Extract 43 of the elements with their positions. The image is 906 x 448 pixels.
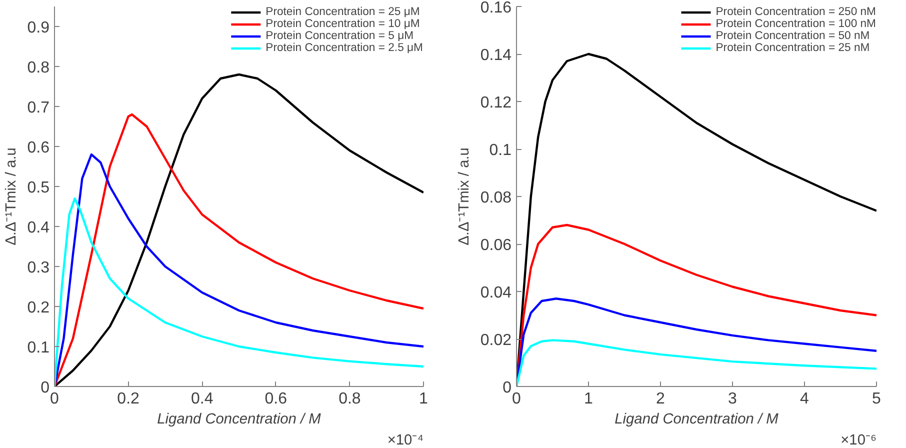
y-axis-title: Δ.Δ⁻¹Tmix / a.u <box>3 148 20 246</box>
y-tick-label: 0.4 <box>27 220 50 236</box>
text: ×10⁻⁴ <box>387 432 424 448</box>
x-tick-label: 0.2 <box>117 390 140 408</box>
y-tick-label: 0.2 <box>27 300 50 316</box>
x-tick-label: 0.6 <box>264 390 288 408</box>
y-tick-label: 0 <box>40 380 50 396</box>
legend-label: Protein Concentration = 250 nM <box>716 6 876 18</box>
legend-label: Protein Concentration = 5 μM <box>266 30 414 42</box>
x-tick-label: 3 <box>728 390 738 408</box>
y-tick-label: 0.12 <box>480 94 512 112</box>
y-tick-label: 0.9 <box>27 20 50 36</box>
text: ×10⁻⁶ <box>840 432 877 448</box>
legend-label: Protein Concentration = 100 nM <box>716 18 876 30</box>
y-tick-label: 0.8 <box>27 60 50 76</box>
x-axis-title: Ligand Concentration / M <box>157 412 322 428</box>
x-tick-label: 1 <box>419 390 428 408</box>
x-tick-label: 1 <box>584 390 594 408</box>
y-axis-title: Δ.Δ⁻¹Tmix / a.u <box>456 148 472 246</box>
y-tick-label: 0.3 <box>27 260 50 276</box>
x-tick-label: 2 <box>656 390 666 408</box>
x-tick-label: 0.4 <box>190 390 214 408</box>
y-tick-label: 0.7 <box>27 100 50 116</box>
y-tick-label: 0.04 <box>480 284 512 302</box>
y-tick-label: 0 <box>502 380 512 396</box>
legend-label: Protein Concentration = 25 nM <box>716 42 870 54</box>
y-tick-label: 0.06 <box>480 237 512 254</box>
y-tick-label: 0.16 <box>480 0 512 16</box>
y-tick-label: 0.02 <box>480 332 512 349</box>
y-tick-label: 0.1 <box>27 340 50 356</box>
legend-label: Protein Concentration = 10 μM <box>266 18 420 30</box>
x-tick-label: 4 <box>800 390 810 408</box>
y-tick-label: 0.5 <box>27 180 50 196</box>
y-tick-label: 0.1 <box>489 142 512 159</box>
x-tick-label: 5 <box>872 390 882 408</box>
x-axis-title: Ligand Concentration / M <box>614 412 780 428</box>
x-tick-label: 0.8 <box>338 390 361 408</box>
legend-label: Protein Concentration = 25 μM <box>266 6 420 18</box>
legend-label: Protein Concentration = 50 nM <box>716 30 870 42</box>
y-tick-label: 0.14 <box>480 47 512 64</box>
y-tick-label: 0.08 <box>480 190 512 206</box>
y-tick-label: 0.6 <box>27 140 50 156</box>
legend-label: Protein Concentration = 2.5 μM <box>266 42 423 54</box>
